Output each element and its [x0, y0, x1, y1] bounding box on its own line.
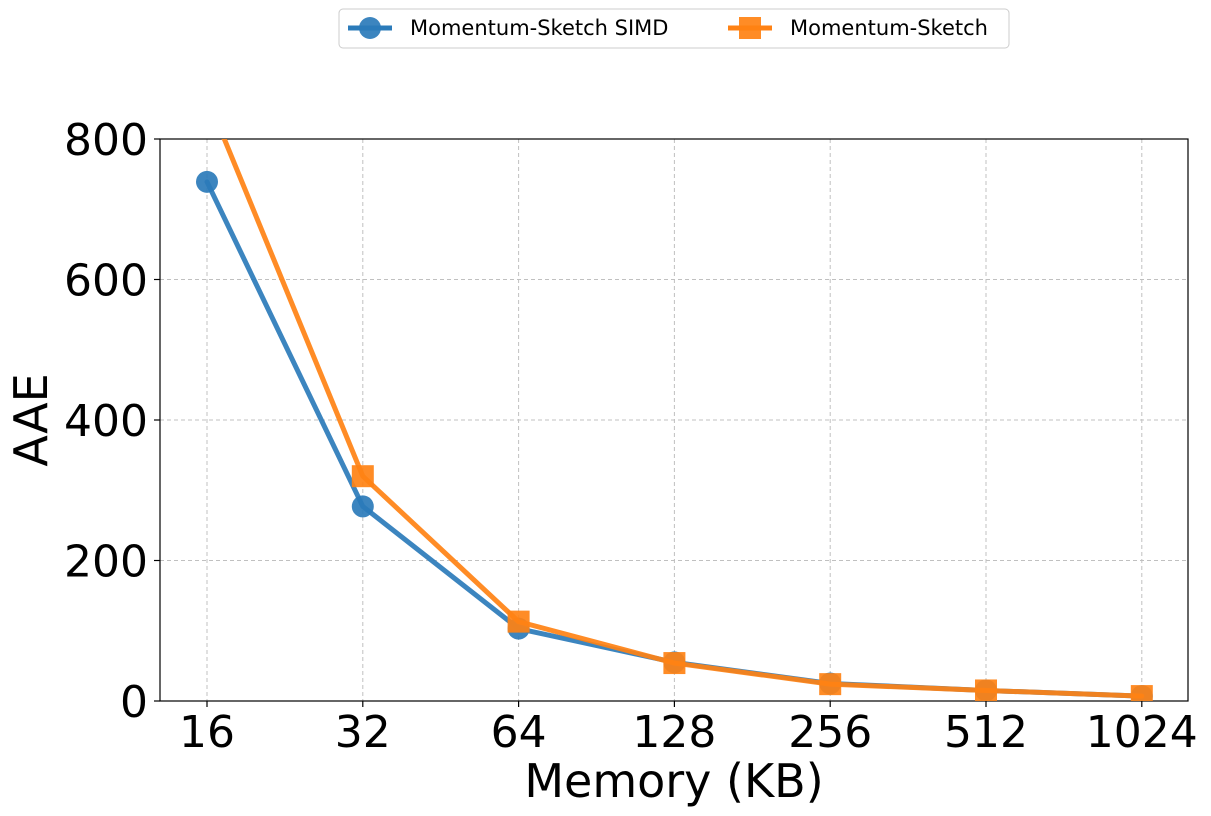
x-tick-label: 256 — [788, 707, 872, 758]
x-tick-label: 64 — [491, 707, 547, 758]
y-tick-label: 400 — [64, 396, 148, 447]
data-point-circle — [351, 495, 374, 518]
y-tick-label: 0 — [120, 677, 148, 728]
x-tick-label: 128 — [632, 707, 716, 758]
legend-label: Momentum-Sketch SIMD — [410, 16, 668, 40]
x-tick-label: 512 — [944, 707, 1028, 758]
data-point-square — [507, 610, 530, 633]
x-tick-label: 16 — [179, 707, 235, 758]
x-tick-label: 1024 — [1086, 707, 1198, 758]
x-axis-ticks: 16 32 64 128 256 512 1024 — [179, 701, 1198, 758]
y-axis-label: AAE — [4, 373, 58, 466]
data-point-square — [351, 465, 374, 488]
y-tick-label: 800 — [64, 115, 148, 166]
legend-circle-marker — [359, 17, 381, 39]
data-point-square — [663, 652, 686, 675]
data-point-square — [975, 679, 997, 701]
legend: Momentum-Sketch SIMD Momentum-Sketch — [338, 8, 1010, 49]
y-axis-ticks: 0 200 400 600 800 — [64, 115, 160, 728]
x-axis-label: Memory (KB) — [524, 754, 823, 808]
series-layer — [196, 86, 1153, 701]
legend-entry: Momentum-Sketch — [728, 16, 988, 40]
series-line-1 — [221, 139, 1145, 699]
data-point-square — [196, 86, 218, 108]
data-point-circle — [196, 170, 218, 193]
y-tick-label: 600 — [64, 256, 148, 307]
legend-square-marker — [739, 17, 761, 39]
legend-box — [338, 8, 1010, 49]
legend-entry: Momentum-Sketch SIMD — [348, 16, 668, 40]
data-point-square — [1130, 685, 1153, 701]
data-point-square — [819, 673, 842, 696]
y-tick-label: 200 — [64, 537, 148, 588]
legend-label: Momentum-Sketch — [790, 16, 988, 40]
x-tick-label: 32 — [335, 707, 391, 758]
grid — [160, 138, 1188, 702]
